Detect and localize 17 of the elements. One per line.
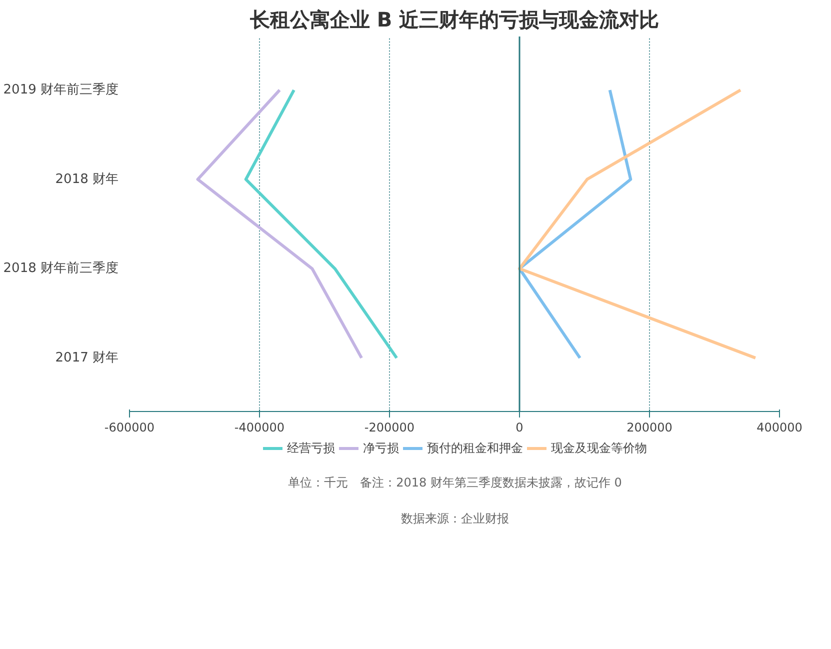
legend-label: 净亏损 — [363, 440, 399, 456]
x-tick-label: 400000 — [756, 420, 802, 434]
x-tick-label: 200000 — [626, 420, 672, 434]
x-tick-label: 0 — [516, 420, 524, 434]
y-tick-label: 2018 财年前三季度 — [3, 260, 118, 276]
text: 单位：千元 备注：2018 财年第三季度数据未披露，故记作 0 — [288, 476, 622, 490]
legend-label: 预付的租金和押金 — [427, 440, 523, 456]
chart-title: 长租公寓企业 B 近三财年的亏损与现金流对比 — [248, 8, 660, 32]
source-note: 数据来源：企业财报 — [401, 512, 509, 526]
y-tick-label: 2017 财年 — [55, 350, 118, 366]
legend-label: 现金及现金等价物 — [551, 440, 647, 456]
legend-label: 经营亏损 — [287, 440, 335, 456]
x-tick-label: -400000 — [234, 420, 285, 434]
y-tick-label: 2019 财年前三季度 — [3, 82, 118, 98]
x-tick-label: -600000 — [104, 420, 155, 434]
x-tick-label: -200000 — [364, 420, 415, 434]
y-tick-label: 2018 财年 — [55, 172, 118, 187]
